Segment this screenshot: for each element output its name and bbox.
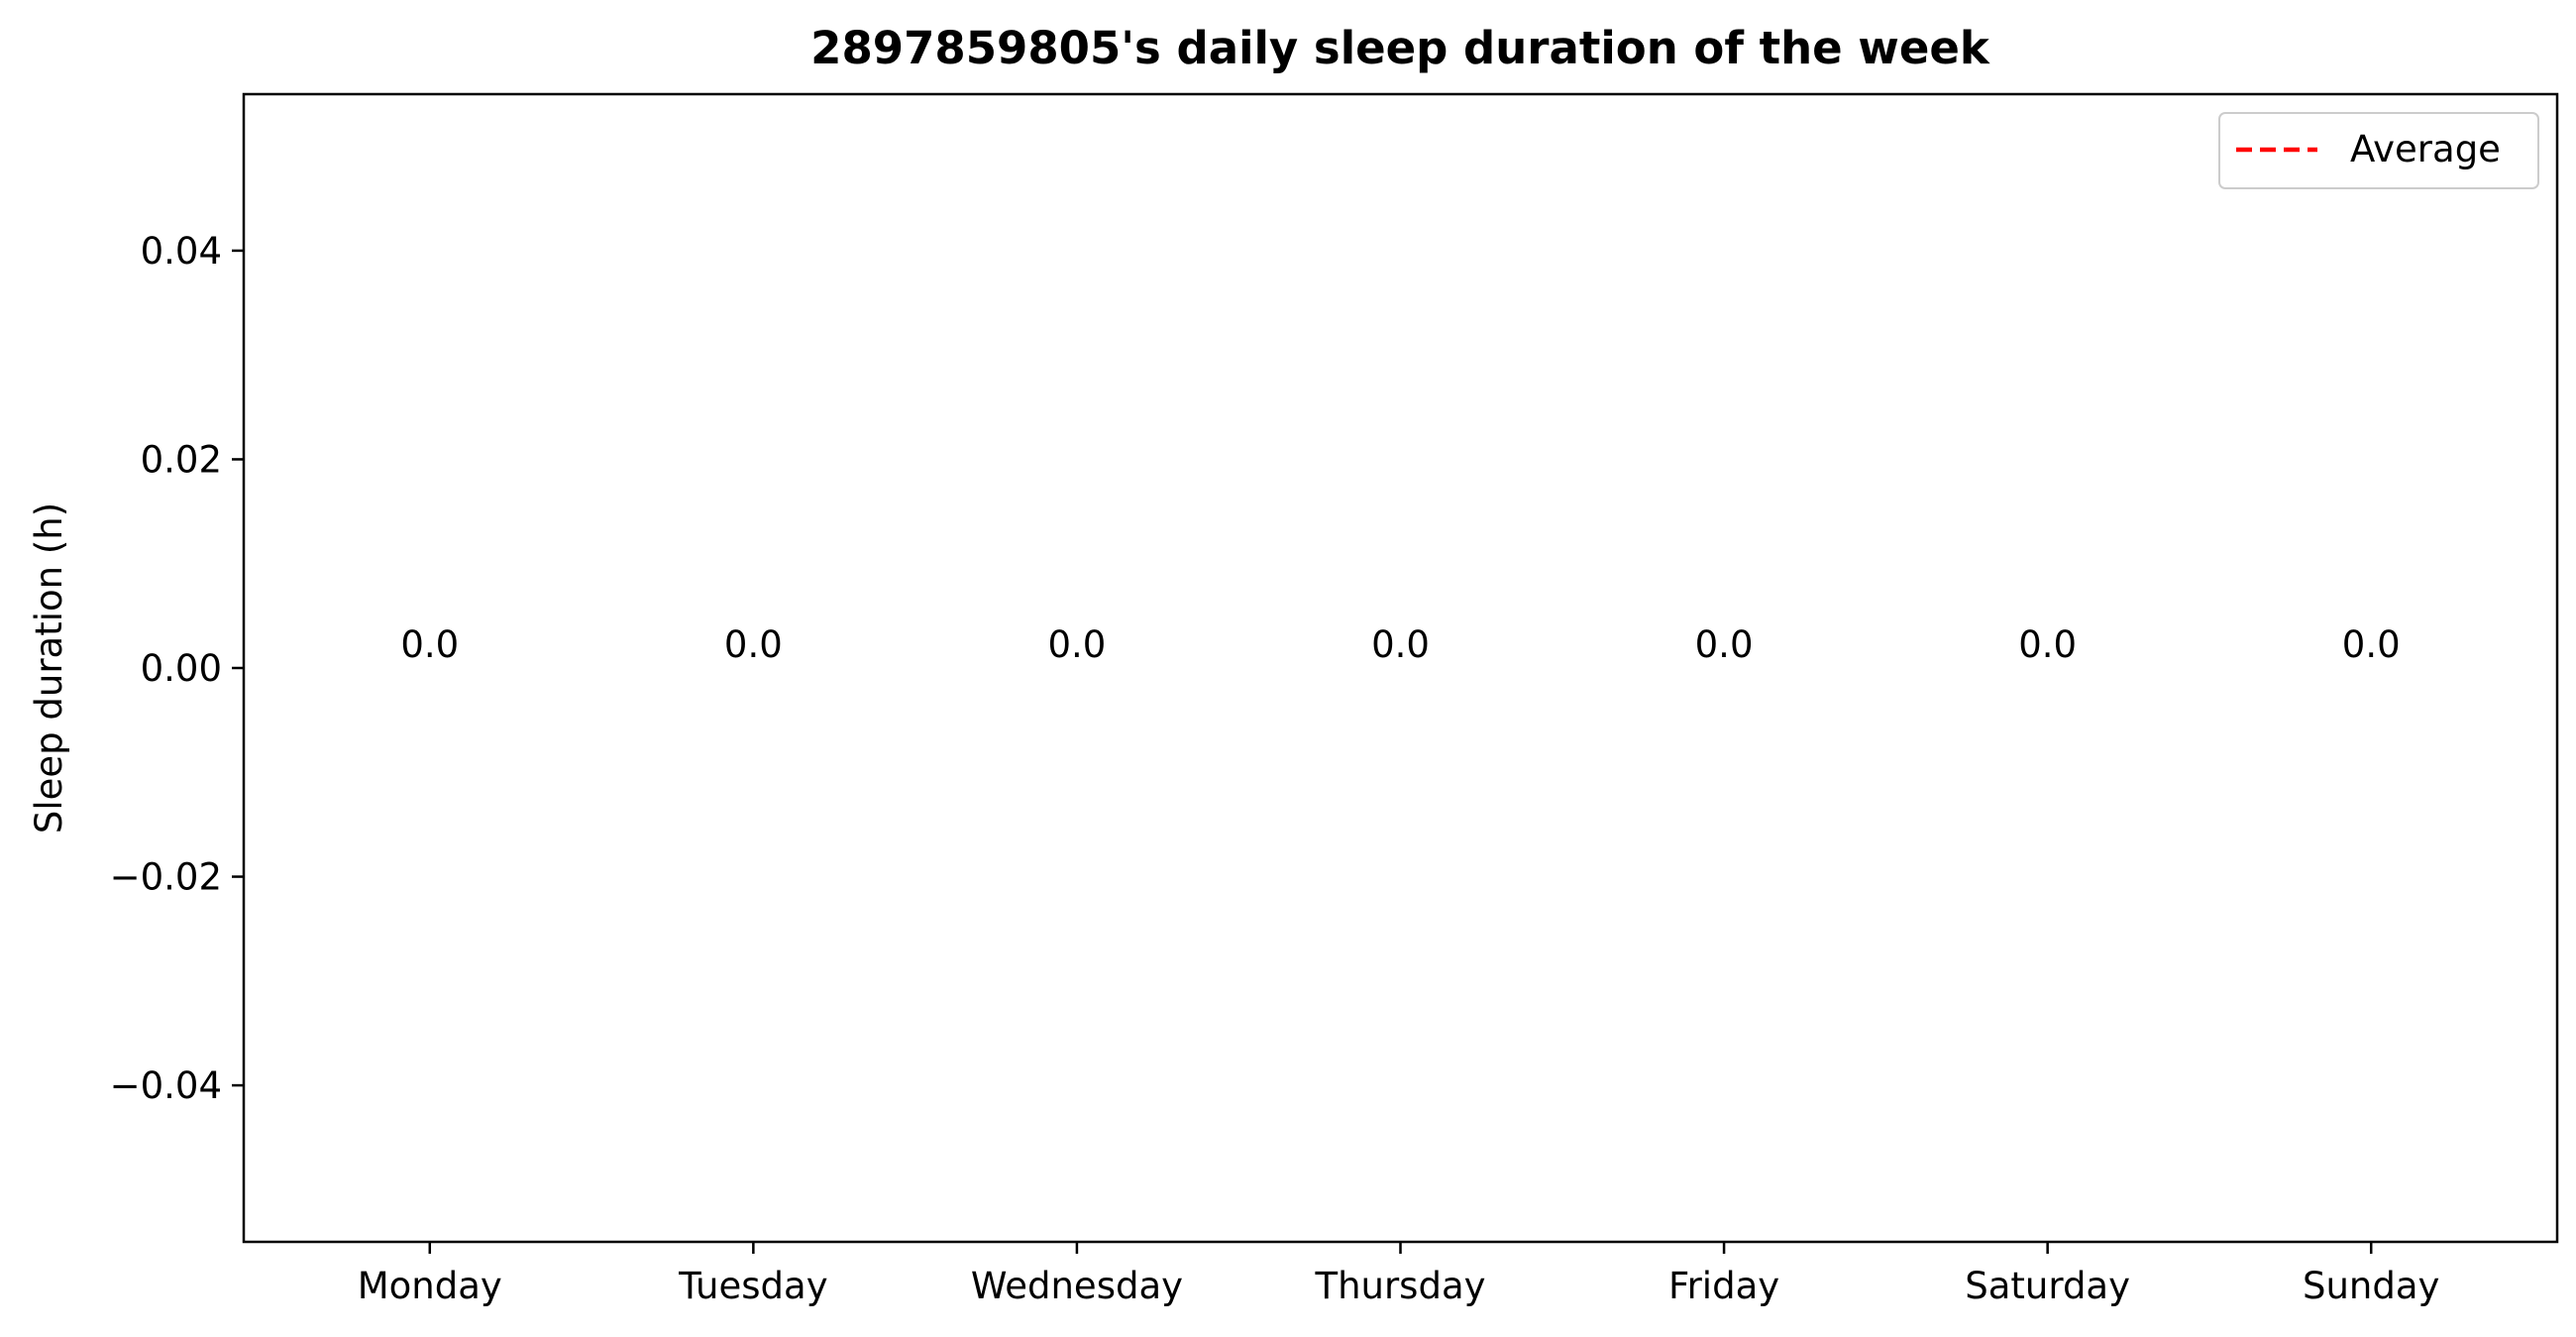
y-tick-label: 0.04 [141, 230, 222, 273]
y-tick-label: −0.04 [110, 1064, 222, 1107]
y-tick-label: −0.02 [110, 856, 222, 899]
y-tick-label: 0.00 [141, 647, 222, 690]
x-tick-label-wednesday: Wednesday [971, 1265, 1183, 1307]
x-tick-label-tuesday: Tuesday [678, 1265, 828, 1307]
legend-average-label: Average [2350, 128, 2501, 170]
x-axis: Monday Tuesday Wednesday Thursday Friday Satu… [358, 1242, 2439, 1307]
data-labels: 0.0 0.0 0.0 0.0 0.0 0.0 0.0 [400, 623, 2400, 666]
data-label-sunday: 0.0 [2342, 623, 2401, 666]
x-tick-label-saturday: Saturday [1965, 1265, 2130, 1307]
x-tick-label-friday: Friday [1668, 1265, 1779, 1307]
legend-box [2218, 112, 2539, 189]
x-tick-label-sunday: Sunday [2303, 1265, 2439, 1307]
x-tick-label-thursday: Thursday [1314, 1265, 1485, 1307]
plot-area [242, 92, 2559, 1244]
y-axis: −0.04 −0.02 0.00 0.02 0.04 [110, 230, 244, 1107]
data-label-friday: 0.0 [1695, 623, 1754, 666]
legend: Average [2218, 112, 2539, 189]
data-label-tuesday: 0.0 [724, 623, 783, 666]
chart-title: 2897859805's daily sleep duration of the… [810, 22, 1990, 74]
data-label-monday: 0.0 [400, 623, 459, 666]
data-label-saturday: 0.0 [2018, 623, 2077, 666]
data-label-wednesday: 0.0 [1048, 623, 1107, 666]
data-label-thursday: 0.0 [1371, 623, 1430, 666]
y-axis-label: Sleep duration (h) [28, 502, 70, 834]
y-tick-label: 0.02 [141, 438, 222, 481]
x-tick-label-monday: Monday [358, 1265, 502, 1307]
